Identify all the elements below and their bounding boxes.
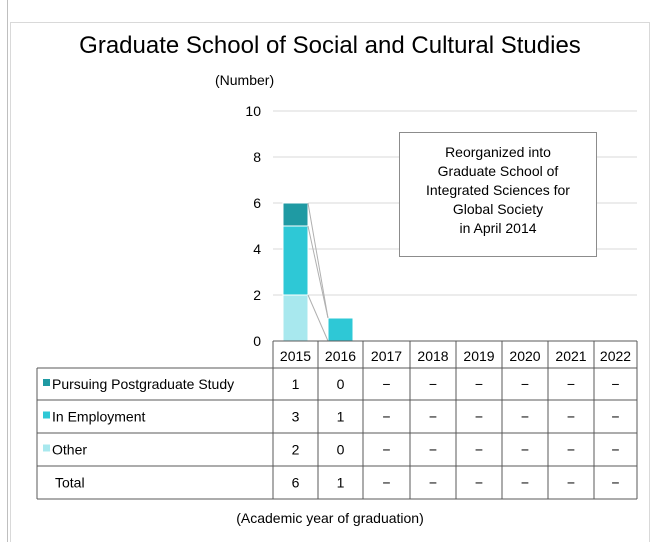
x-category-label: 2016 — [325, 348, 356, 364]
table-cell: − — [475, 475, 483, 491]
y-tick-label: 10 — [245, 103, 261, 119]
legend-swatch — [43, 444, 50, 452]
table-cell: − — [475, 376, 483, 392]
table-cell: − — [521, 475, 529, 491]
annotation-line: Graduate School of — [437, 163, 559, 179]
table-cell: 2 — [292, 442, 300, 458]
table-cell: 1 — [337, 475, 345, 491]
table-row-label: Other — [52, 442, 87, 458]
table-cell: 6 — [292, 475, 300, 491]
y-axis-unit-label: (Number) — [215, 72, 275, 88]
annotation-line: in April 2014 — [459, 220, 537, 236]
x-category-label: 2018 — [417, 348, 448, 364]
x-category-label: 2020 — [509, 348, 540, 364]
table-cell: − — [429, 409, 437, 425]
table-cell: 0 — [337, 442, 345, 458]
table-cell: − — [521, 442, 529, 458]
table-cell: − — [521, 409, 529, 425]
y-tick-label: 0 — [253, 333, 261, 349]
table-cell: − — [429, 475, 437, 491]
table-cell: − — [611, 409, 619, 425]
bar-segment — [327, 317, 354, 342]
table-cell: − — [567, 409, 575, 425]
table-cell: − — [521, 376, 529, 392]
series-connector-line — [307, 294, 329, 342]
table-cell: − — [429, 442, 437, 458]
table-cell: − — [382, 442, 390, 458]
x-category-label: 2017 — [371, 348, 402, 364]
table-cell: − — [567, 442, 575, 458]
table-cell: − — [567, 376, 575, 392]
table-row-label: In Employment — [52, 409, 145, 425]
x-axis-label: (Academic year of graduation) — [236, 510, 424, 526]
table-cell: 3 — [292, 409, 300, 425]
table-cell: − — [567, 475, 575, 491]
x-category-label: 2022 — [600, 348, 631, 364]
legend-swatch — [43, 379, 50, 386]
table-cell: − — [382, 475, 390, 491]
bar-segment — [282, 225, 309, 296]
table-row-label: Total — [55, 475, 85, 491]
bar-segment — [282, 294, 309, 342]
y-tick-label: 8 — [253, 149, 261, 165]
series-connector-line — [307, 202, 329, 319]
annotation-line: Global Society — [452, 201, 544, 217]
y-tick-label: 2 — [253, 287, 261, 303]
annotation-line: Integrated Sciences for — [426, 182, 570, 198]
table-row-label: Pursuing Postgraduate Study — [52, 376, 234, 392]
table-cell: 1 — [337, 409, 345, 425]
y-tick-label: 4 — [253, 241, 261, 257]
x-category-label: 2015 — [280, 348, 311, 364]
chart-panel — [10, 22, 650, 542]
x-category-label: 2019 — [463, 348, 494, 364]
y-tick-label: 6 — [253, 195, 261, 211]
table-cell: − — [382, 409, 390, 425]
x-category-label: 2021 — [555, 348, 586, 364]
legend-swatch — [43, 411, 50, 419]
table-cell: − — [475, 442, 483, 458]
table-cell: − — [382, 376, 390, 392]
chart-title: Graduate School of Social and Cultural S… — [79, 32, 581, 59]
table-cell: 0 — [337, 376, 345, 392]
table-cell: − — [611, 376, 619, 392]
table-cell: − — [611, 442, 619, 458]
table-cell: − — [475, 409, 483, 425]
table-cell: − — [611, 475, 619, 491]
series-connector-line — [307, 225, 329, 319]
annotation-line: Reorganized into — [445, 144, 551, 160]
reorganization-annotation: Reorganized into Graduate School of Inte… — [399, 132, 597, 257]
table-cell: 1 — [292, 376, 300, 392]
left-divider — [7, 0, 8, 542]
bar-segment — [282, 202, 309, 227]
table-cell: − — [429, 376, 437, 392]
